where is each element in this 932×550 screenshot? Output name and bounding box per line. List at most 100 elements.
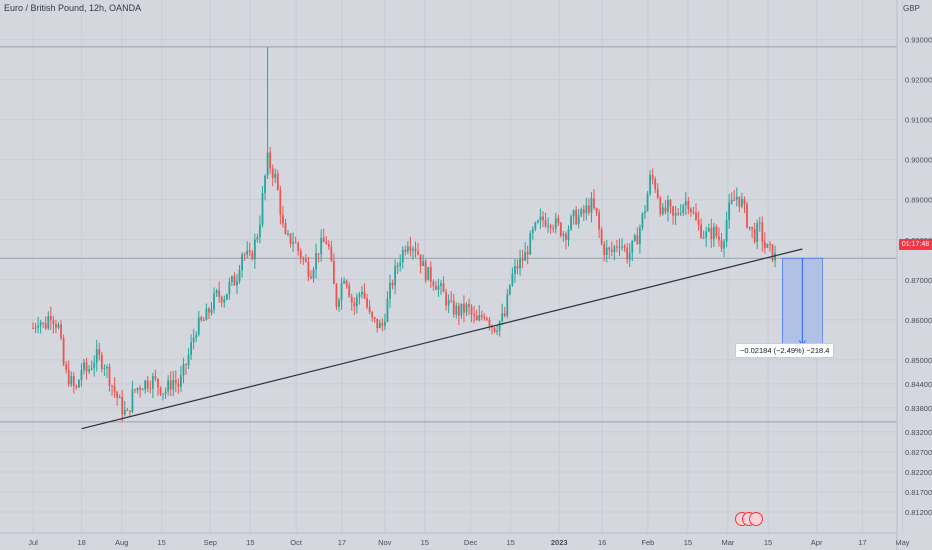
candle-body [200,317,203,321]
candle-body [251,252,254,260]
trendline[interactable] [81,248,803,430]
candle-body [389,282,391,299]
candle-body [608,247,611,250]
candle-body [603,243,606,255]
candle-body [343,280,345,284]
candle-body [595,207,598,213]
y-tick-label: 0.90000 [905,156,932,165]
candle-body [577,215,580,225]
candle-body [253,239,256,260]
candle-body [335,284,338,307]
candle-body [345,280,348,286]
candle-body [735,196,738,200]
candle-body [195,334,198,338]
candle-body [307,261,310,277]
candle-body [231,276,233,283]
x-tick-label: 17 [858,538,866,547]
y-tick-label: 0.84400 [905,380,932,389]
y-tick-label: 0.83800 [905,404,932,413]
candle-body [605,247,608,255]
candle-body [371,312,374,318]
x-tick-label: 16 [598,538,606,547]
drawings[interactable] [81,248,823,430]
candle-body [192,337,195,343]
candle-body [508,284,511,295]
candle-body [572,210,575,217]
candle-body [409,246,412,251]
candle-body [246,250,249,255]
candle-body [692,212,695,214]
candle-body [598,212,600,230]
candle-body [741,198,743,207]
candle-body [725,219,728,242]
candle-body [146,380,149,389]
candle-body [154,376,157,379]
candle-body [549,225,552,228]
candle-body [639,227,641,245]
candle-body [616,246,618,248]
candle-body [488,319,491,326]
candle-body [85,362,88,372]
candle-body [470,307,473,315]
x-tick-label: 2023 [551,538,568,547]
candle-body [75,385,78,388]
candle-body [644,211,646,214]
candle-body [315,253,317,270]
candle-body [358,294,361,297]
candle-body [404,249,407,252]
candle-body [39,322,42,326]
candle-body [412,248,414,251]
candle-body [501,313,504,322]
candle-body [384,321,386,326]
candle-body [256,237,259,240]
candle-body [529,233,532,255]
candle-body [667,199,669,212]
candle-body [373,317,376,319]
candle-body [131,389,134,413]
candle-body [570,216,572,230]
candle-body [233,276,236,286]
candle-body [542,216,544,221]
candle-body [654,178,657,190]
x-tick-label: 18 [77,538,85,547]
candle-body [432,281,435,286]
candle-body [57,324,60,328]
candle-body [521,258,524,261]
x-tick-label: 15 [764,538,772,547]
candle-body [705,231,708,238]
candle-body [208,308,210,313]
candle-body [633,235,636,241]
candle-body [733,199,736,201]
candle-body [728,202,731,220]
candle-body [238,270,241,282]
candle-body [391,282,394,286]
candle-body [424,261,427,281]
candle-body [123,409,126,415]
candle-body [67,369,70,385]
candle-body [669,199,672,207]
candle-body [506,294,509,316]
candle-body [585,205,588,214]
candle-body [325,242,328,245]
candle-body [116,392,119,398]
candle-body [475,315,478,321]
candle-body [60,324,62,338]
y-tick-label: 0.82200 [905,468,932,477]
candle-body [355,296,358,307]
candle-body [774,253,776,261]
candle-body [562,233,565,236]
tradingview-logo-icon[interactable] [733,512,763,528]
candle-body [626,247,629,260]
candle-body [651,175,654,179]
candle-body [205,308,208,321]
candle-body [93,362,96,369]
candle-body [266,152,269,176]
candle-body [172,380,175,390]
candle-body [269,152,272,169]
symbol-title[interactable]: Euro / British Pound, 12h, OANDA [4,3,142,13]
candle-body [618,246,621,248]
candle-body [70,375,73,385]
candle-body [710,228,713,240]
